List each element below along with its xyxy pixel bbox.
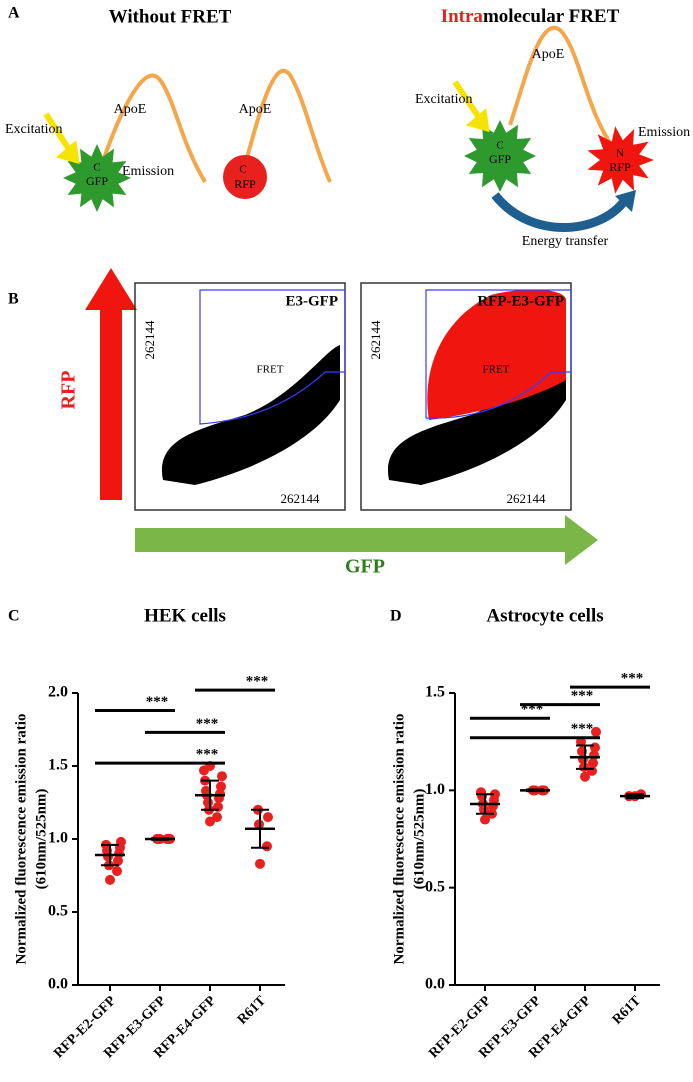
data-point	[216, 781, 226, 792]
data-point	[255, 858, 265, 869]
cell-cloud	[387, 345, 566, 485]
plot-frame	[360, 282, 572, 511]
panel-title: Without FRET	[109, 6, 232, 27]
significance-label: ***	[571, 688, 594, 704]
significance-label: ***	[621, 671, 644, 687]
axis-max: 262144	[281, 491, 321, 506]
x-tick-label: R61T	[235, 993, 270, 1028]
chart-title: HEK cells	[144, 605, 226, 626]
panel-title: Intramolecular FRET	[441, 6, 620, 27]
fluorophore-star	[63, 144, 131, 212]
fret-gate	[425, 289, 572, 419]
rfp-label: RFP	[609, 160, 631, 174]
apoe-label: ApoE	[114, 102, 147, 117]
significance-label: ***	[246, 674, 269, 690]
x-tick-label: R61T	[610, 993, 645, 1028]
plot-title: RFP-E3-GFP	[477, 293, 564, 309]
terminus-label: C	[93, 162, 100, 174]
gate-label: FRET	[483, 364, 510, 376]
fluorophore-star	[464, 120, 536, 192]
data-point	[580, 771, 590, 782]
y-axis-label: Normalized fluorescence emission ratio	[391, 714, 407, 965]
excitation-arrow	[43, 112, 80, 165]
y-tick-label: 1.5	[425, 684, 445, 701]
x-axis-label: GFP	[345, 556, 385, 578]
significance-label: ***	[146, 694, 169, 710]
gfp-label: GFP	[489, 152, 511, 166]
significance-label: ***	[571, 721, 594, 737]
gfp-label: GFP	[86, 174, 108, 188]
panel-label: C	[8, 608, 20, 625]
rfp-arrow	[85, 268, 137, 500]
data-point	[217, 771, 227, 782]
apoe-label: ApoE	[239, 102, 272, 117]
significance-label: ***	[196, 747, 219, 763]
apoe-strands	[98, 25, 617, 184]
flow-plot: E3-GFP FRET 262144 262144	[134, 282, 346, 511]
apoe	[98, 73, 207, 184]
emission-label: Emission	[122, 164, 174, 179]
y-tick-label: 1.0	[48, 830, 68, 847]
terminus-label: C	[239, 164, 246, 176]
flow-plot: RFP-E3-GFP FRET 262144 262144	[360, 282, 572, 511]
significance-label: ***	[196, 716, 219, 732]
panel-label: B	[8, 291, 19, 308]
apoe	[243, 68, 332, 183]
data-point	[105, 874, 115, 885]
energy-arrow	[491, 192, 629, 232]
data-point	[588, 758, 598, 769]
y-tick-label: 0.0	[48, 976, 68, 993]
panel-label: D	[390, 608, 402, 625]
plot-title: E3-GFP	[286, 293, 339, 309]
fluorophore-star	[587, 126, 654, 194]
title-rest: molecular FRET	[483, 6, 620, 27]
data-point	[201, 785, 211, 796]
rfp-label: RFP	[234, 177, 256, 191]
y-tick-label: 0.5	[425, 878, 445, 895]
axis-max: 262144	[507, 491, 547, 506]
data-point	[262, 841, 272, 852]
axis-max: 262144	[368, 320, 383, 360]
y-tick-label: 0.5	[48, 903, 68, 920]
data-point	[113, 855, 123, 866]
energy-arrow-head	[615, 190, 636, 212]
apoe-label: ApoE	[532, 47, 565, 62]
rfp-circle	[223, 155, 267, 199]
terminus-label: C	[496, 140, 503, 152]
y-axis-label: (610nm/525nm)	[411, 789, 427, 890]
fret-gate	[199, 289, 346, 425]
excitation-arrow	[452, 80, 490, 133]
gfp-arrow	[135, 515, 598, 565]
panel-label: A	[8, 5, 20, 22]
plot-frame	[134, 282, 346, 511]
y-axis-label: RFP	[58, 371, 80, 410]
data-point	[263, 812, 273, 823]
data-point	[480, 814, 490, 825]
emission-label: Emission	[638, 125, 690, 140]
gate-label: FRET	[257, 364, 284, 376]
apoe	[508, 25, 617, 152]
excitation-label: Excitation	[5, 122, 63, 137]
title-red: Intra	[441, 6, 484, 27]
data-point	[590, 742, 600, 753]
y-tick-label: 1.0	[425, 781, 445, 798]
energy-transfer-label: Energy transfer	[522, 234, 609, 249]
y-axis-label: Normalized fluorescence emission ratio	[13, 714, 29, 965]
data-point	[490, 789, 500, 800]
axis-max: 262144	[142, 320, 157, 360]
data-point	[112, 866, 122, 877]
data-point	[212, 812, 222, 823]
terminus-label: N	[616, 148, 624, 160]
chart-title: Astrocyte cells	[486, 605, 603, 626]
y-tick-label: 1.5	[48, 757, 68, 774]
y-tick-label: 0.0	[425, 976, 445, 993]
y-tick-label: 2.0	[48, 684, 68, 701]
excitation-label: Excitation	[415, 92, 473, 107]
y-axis-label: (610nm/525nm)	[33, 789, 49, 890]
data-point	[591, 726, 601, 737]
